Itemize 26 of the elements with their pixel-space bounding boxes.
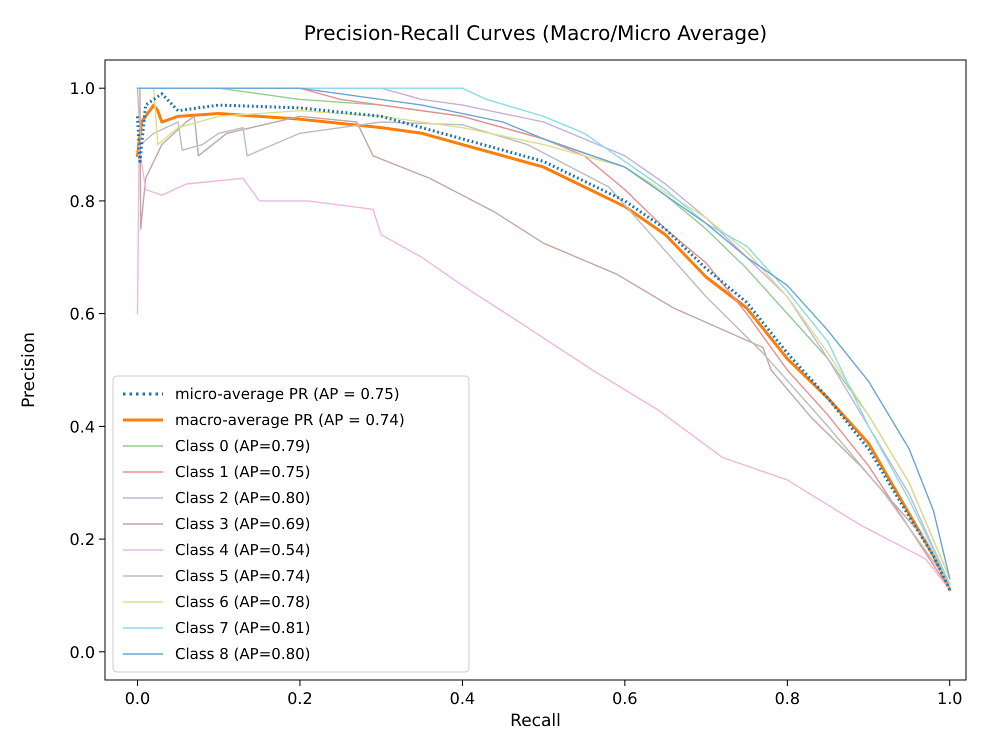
y-tick-label: 0.8	[70, 192, 95, 211]
legend-label: Class 8 (AP=0.80)	[175, 645, 311, 663]
y-tick-label: 0.0	[70, 642, 95, 662]
legend-label: Class 4 (AP=0.54)	[175, 541, 311, 559]
legend-label: Class 5 (AP=0.74)	[175, 567, 311, 585]
legend-label: macro-average PR (AP = 0.74)	[175, 411, 405, 429]
x-tick-label: 0.6	[612, 689, 638, 708]
y-tick-label: 0.4	[70, 417, 95, 436]
legend-label: Class 0 (AP=0.79)	[175, 437, 311, 455]
x-axis-title: Recall	[510, 711, 561, 731]
x-tick-label: 0.0	[124, 689, 150, 708]
x-tick-label: 1.0	[937, 689, 962, 708]
y-tick-label: 0.6	[70, 304, 95, 324]
x-tick-label: 0.4	[450, 689, 476, 708]
legend-label: Class 3 (AP=0.69)	[175, 515, 311, 533]
y-tick-label: 0.2	[70, 530, 95, 550]
x-tick-label: 0.2	[287, 689, 313, 708]
legend-label: Class 2 (AP=0.80)	[175, 489, 311, 507]
legend-label: Class 1 (AP=0.75)	[175, 463, 311, 481]
chart-title: Precision-Recall Curves (Macro/Micro Average)	[304, 21, 768, 45]
legend-label: Class 6 (AP=0.78)	[175, 593, 311, 611]
y-axis-title: Precision	[19, 332, 39, 408]
x-tick-label: 0.8	[774, 689, 800, 708]
legend-label: micro-average PR (AP = 0.75)	[175, 385, 400, 403]
y-tick-label: 1.0	[70, 79, 95, 98]
legend-label: Class 7 (AP=0.81)	[175, 619, 311, 637]
